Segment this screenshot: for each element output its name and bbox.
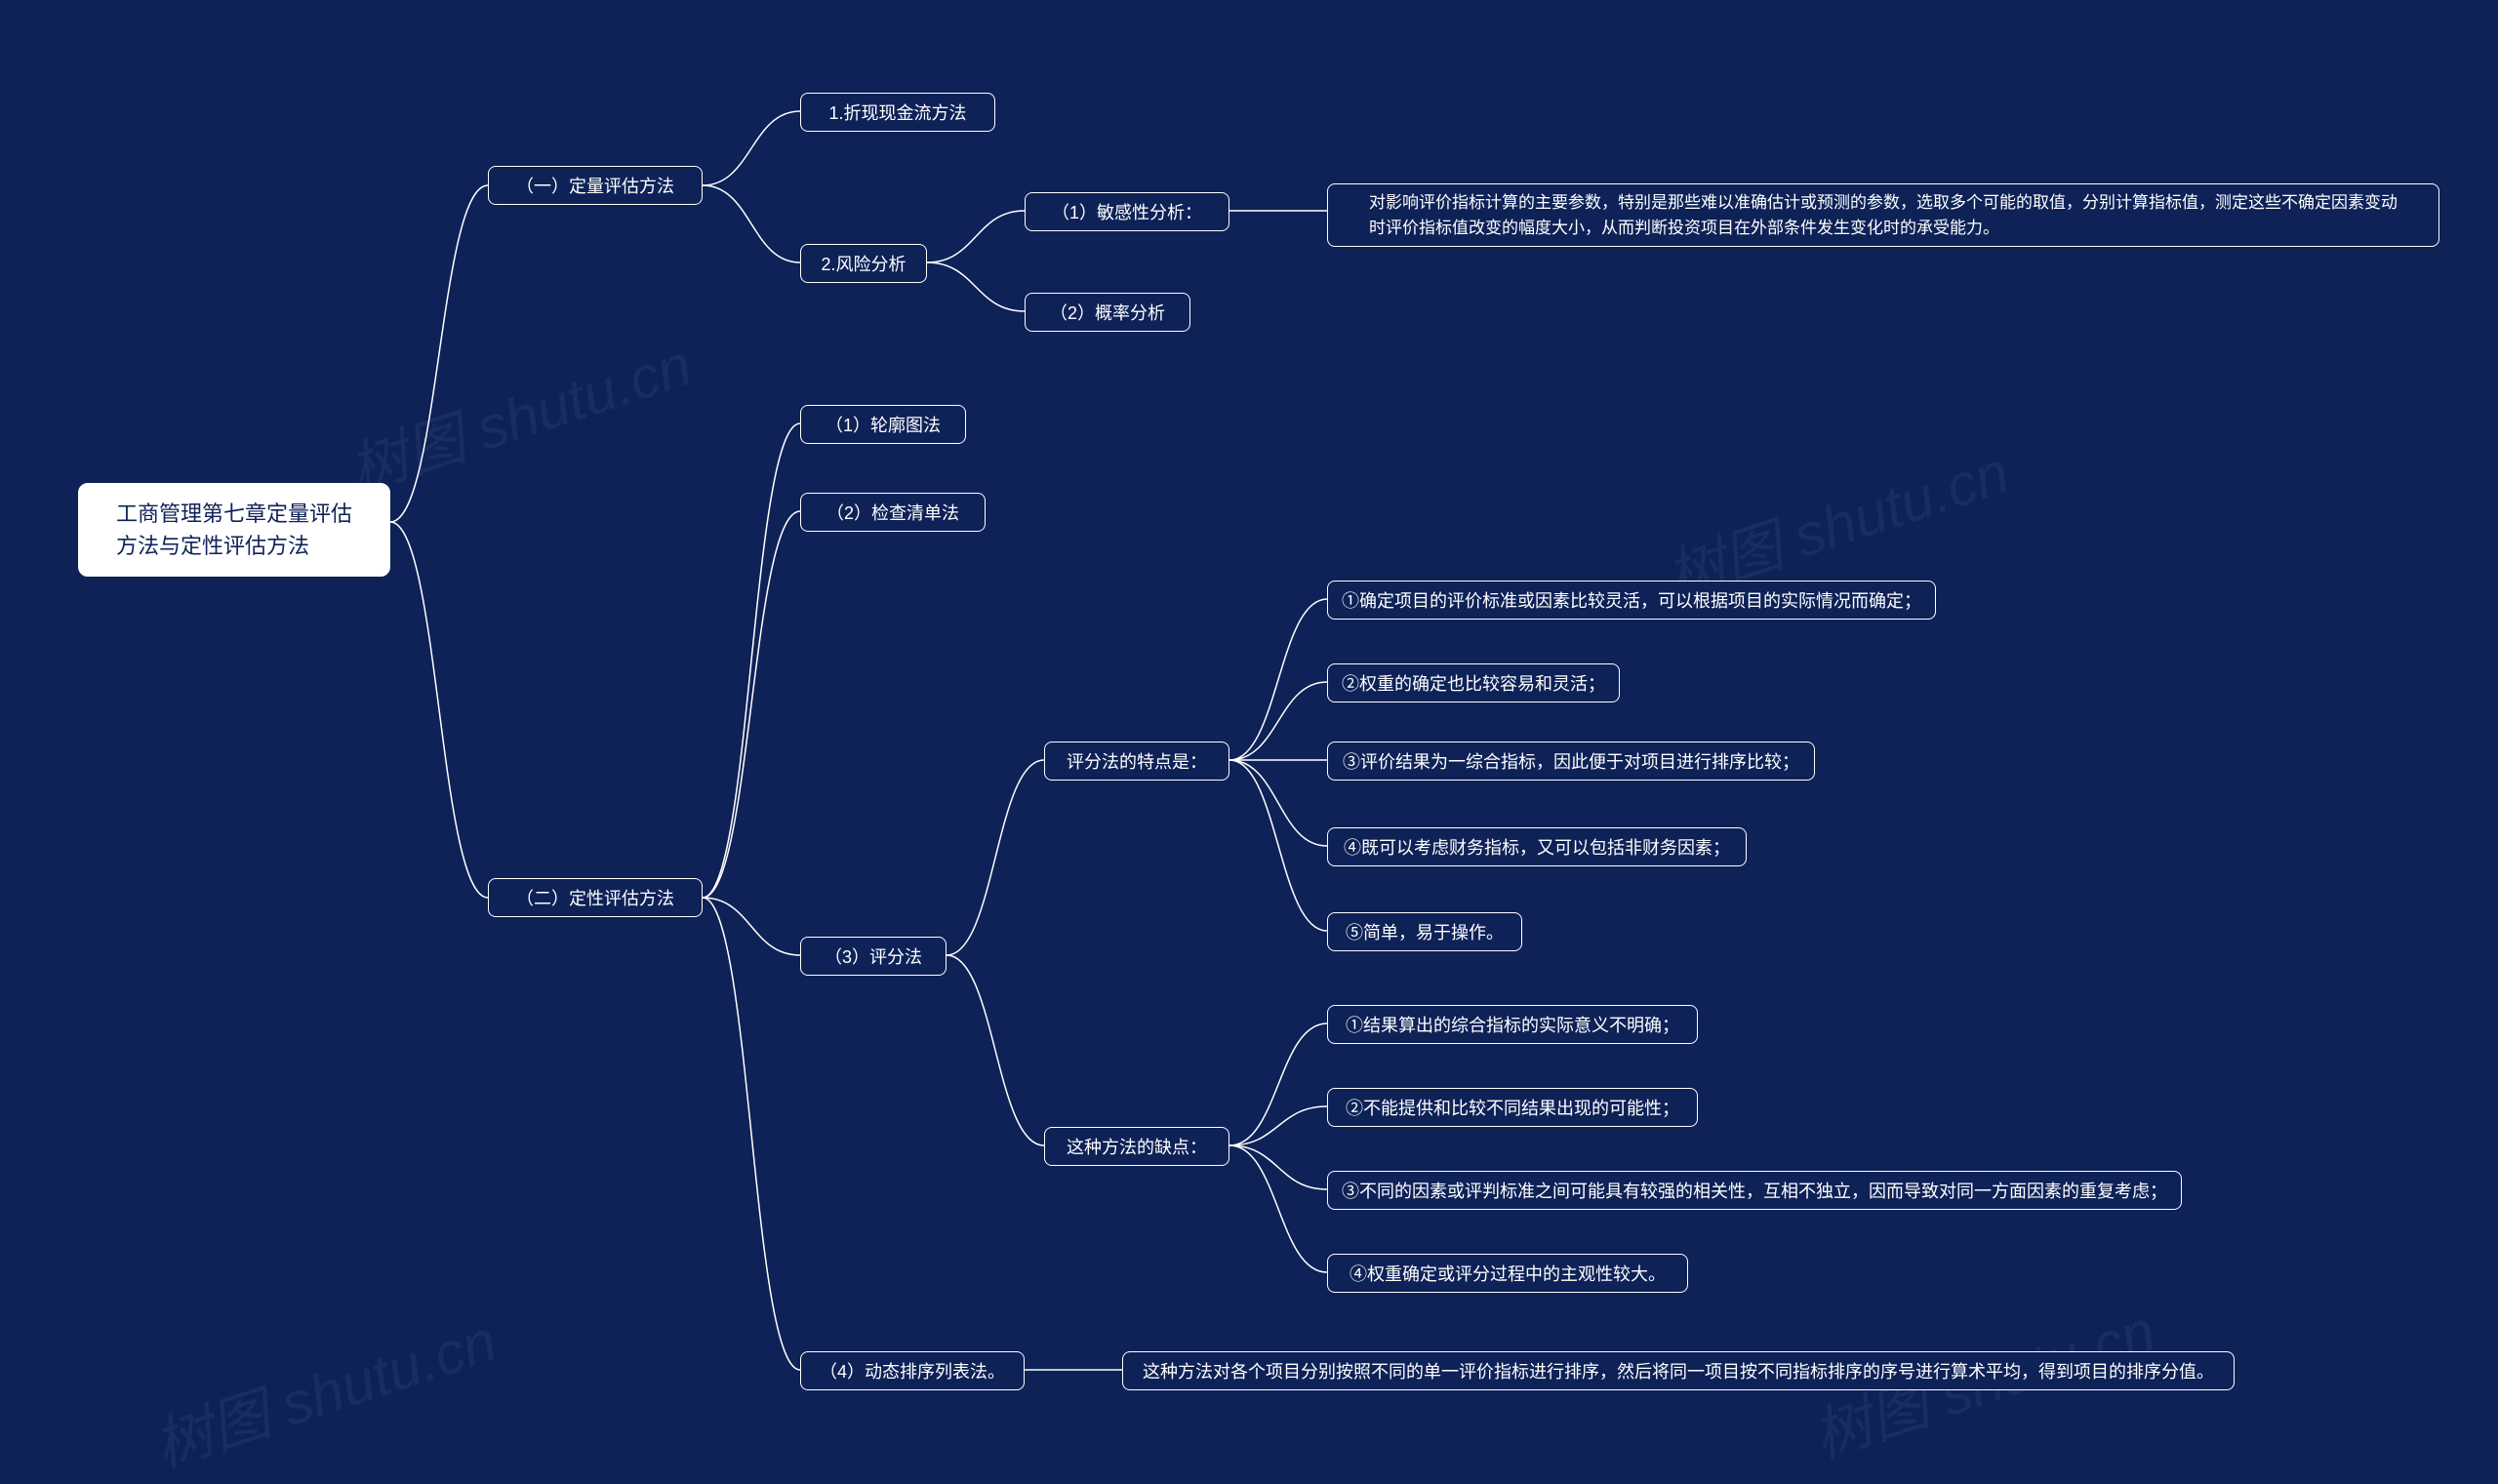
node-profile-chart: （1）轮廓图法 [800, 405, 966, 444]
node-sensitivity: （1）敏感性分析： [1025, 192, 1229, 231]
node-feat-3: ③评价结果为一综合指标，因此便于对项目进行排序比较； [1327, 742, 1815, 781]
node-scoring-features: 评分法的特点是： [1044, 742, 1229, 781]
node-qualitative: （二）定性评估方法 [488, 878, 703, 917]
node-draw-4: ④权重确定或评分过程中的主观性较大。 [1327, 1254, 1688, 1293]
node-dynamic-ranking: （4）动态排序列表法。 [800, 1351, 1025, 1390]
node-feat-4: ④既可以考虑财务指标，又可以包括非财务因素； [1327, 827, 1747, 866]
node-scoring: （3）评分法 [800, 937, 947, 976]
node-feat-5: ⑤简单，易于操作。 [1327, 912, 1522, 951]
node-probability: （2）概率分析 [1025, 293, 1190, 332]
node-draw-1: ①结果算出的综合指标的实际意义不明确； [1327, 1005, 1698, 1044]
watermark: 树图 shutu.cn [141, 1294, 505, 1484]
node-dcf: 1.折现现金流方法 [800, 93, 995, 132]
node-draw-3: ③不同的因素或评判标准之间可能具有较强的相关性，互相不独立，因而导致对同一方面因… [1327, 1171, 2182, 1210]
node-draw-2: ②不能提供和比较不同结果出现的可能性； [1327, 1088, 1698, 1127]
node-scoring-drawbacks: 这种方法的缺点： [1044, 1127, 1229, 1166]
node-checklist: （2）检查清单法 [800, 493, 986, 532]
node-feat-1: ①确定项目的评价标准或因素比较灵活，可以根据项目的实际情况而确定； [1327, 581, 1936, 620]
node-risk-analysis: 2.风险分析 [800, 244, 927, 283]
watermark: 树图 shutu.cn [337, 318, 701, 508]
node-sensitivity-desc: 对影响评价指标计算的主要参数，特别是那些难以准确估计或预测的参数，选取多个可能的… [1327, 183, 2439, 247]
node-quantitative: （一）定量评估方法 [488, 166, 703, 205]
node-feat-2: ②权重的确定也比较容易和灵活； [1327, 663, 1620, 702]
root-node: 工商管理第七章定量评估方法与定性评估方法 [78, 483, 390, 577]
node-dynamic-ranking-desc: 这种方法对各个项目分别按照不同的单一评价指标进行排序，然后将同一项目按不同指标排… [1122, 1351, 2235, 1390]
